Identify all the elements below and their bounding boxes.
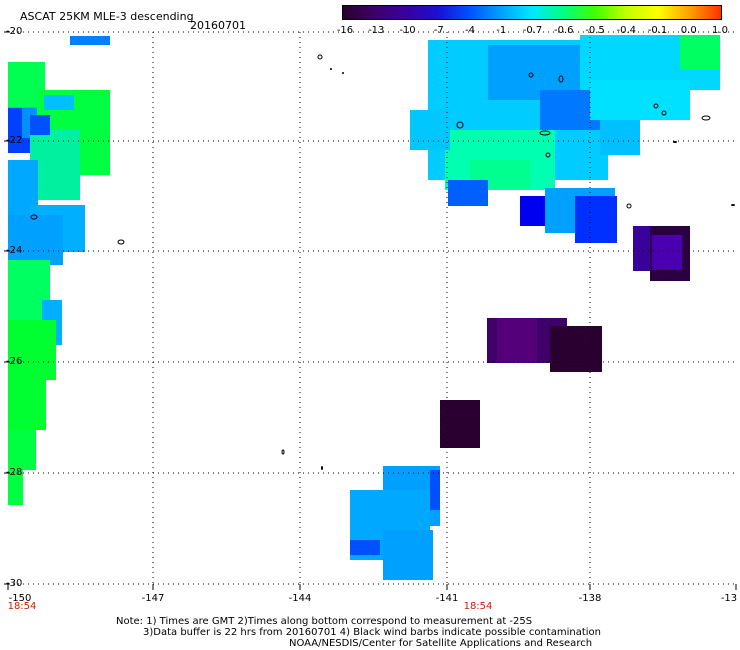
colorbar-label: -1	[496, 25, 507, 36]
island	[626, 203, 632, 209]
swath-cell	[8, 470, 23, 505]
island	[117, 239, 125, 245]
swath-cell	[44, 95, 74, 110]
colorbar-label: -0.6	[553, 25, 574, 36]
y-tick-label: -24	[6, 245, 23, 256]
island	[701, 115, 711, 121]
island	[545, 152, 551, 158]
y-tick-label: -22	[6, 135, 23, 146]
swath-cell	[440, 400, 480, 448]
note-line-2: 3)Data buffer is 22 hrs from 20160701 4)…	[143, 627, 601, 638]
swath-cell	[410, 110, 450, 150]
swath-cell	[600, 120, 640, 155]
grid-lines	[4, 31, 737, 590]
y-tick-label: -26	[6, 356, 23, 367]
island	[528, 72, 534, 78]
islands	[30, 54, 735, 470]
colorbar	[342, 5, 722, 20]
colorbar-label: -0.4	[616, 25, 637, 36]
island	[321, 466, 323, 470]
swath-cell	[8, 320, 56, 380]
x-tick-label: -144	[288, 593, 312, 604]
y-tick-label: -30	[6, 578, 23, 589]
swath-cell	[590, 80, 690, 120]
colorbar-label: 1.0	[712, 25, 728, 36]
island	[661, 110, 667, 116]
note-line-3: NOAA/NESDIS/Center for Satellite Applica…	[289, 638, 593, 649]
swath-cell	[680, 35, 720, 70]
note-line-1: Note: 1) Times are GMT 2)Times along bot…	[116, 616, 533, 627]
island	[653, 103, 659, 109]
swath-cell	[448, 180, 488, 206]
x-tick-label: -150	[8, 593, 32, 604]
colorbar-label: -4	[465, 25, 475, 36]
chart-title: ASCAT 25KM MLE-3 descending	[20, 10, 194, 23]
island	[330, 68, 332, 70]
colorbar-label: -13	[368, 25, 385, 36]
swath-cell	[8, 380, 46, 430]
swath-cell	[497, 318, 537, 363]
island	[456, 121, 464, 129]
swath-cell	[575, 196, 617, 243]
island	[281, 449, 285, 455]
colorbar-label: -0.5	[585, 25, 605, 36]
swath-cell	[350, 540, 380, 555]
swath-cell	[550, 326, 602, 372]
colorbar-label: -10	[399, 25, 416, 36]
swath-layer	[8, 35, 720, 580]
swath-cell	[8, 215, 63, 265]
island	[731, 204, 735, 206]
colorbar-label: -7	[433, 25, 444, 36]
island	[558, 75, 564, 83]
island	[317, 54, 323, 60]
colorbar-label: 0.0	[680, 25, 697, 36]
island	[342, 72, 344, 74]
y-tick-label: -28	[6, 467, 23, 478]
swath-cell	[30, 115, 50, 135]
colorbar-label: -0.7	[522, 25, 543, 36]
swath-cell	[8, 430, 36, 470]
island	[539, 130, 551, 136]
swath-cell	[30, 130, 80, 200]
island	[673, 141, 677, 143]
island	[30, 214, 38, 220]
swath-cell	[430, 470, 440, 510]
time-label: 18:54	[463, 601, 493, 612]
chart-date: 20160701	[190, 19, 246, 32]
x-tick-label: -138	[578, 593, 602, 604]
swath-cell	[520, 196, 546, 226]
swath-cell	[652, 235, 682, 270]
x-tick-label: -147	[141, 593, 165, 604]
swath-cell	[390, 550, 430, 580]
time-label: 18:54	[7, 601, 37, 612]
swath-cell	[70, 36, 110, 45]
y-tick-label: -20	[6, 26, 23, 37]
colorbar-label: -0.1	[647, 25, 668, 36]
x-tick-label: -141	[435, 593, 459, 604]
x-tick-label: -13	[720, 593, 738, 604]
colorbar-label: -16	[336, 25, 354, 36]
